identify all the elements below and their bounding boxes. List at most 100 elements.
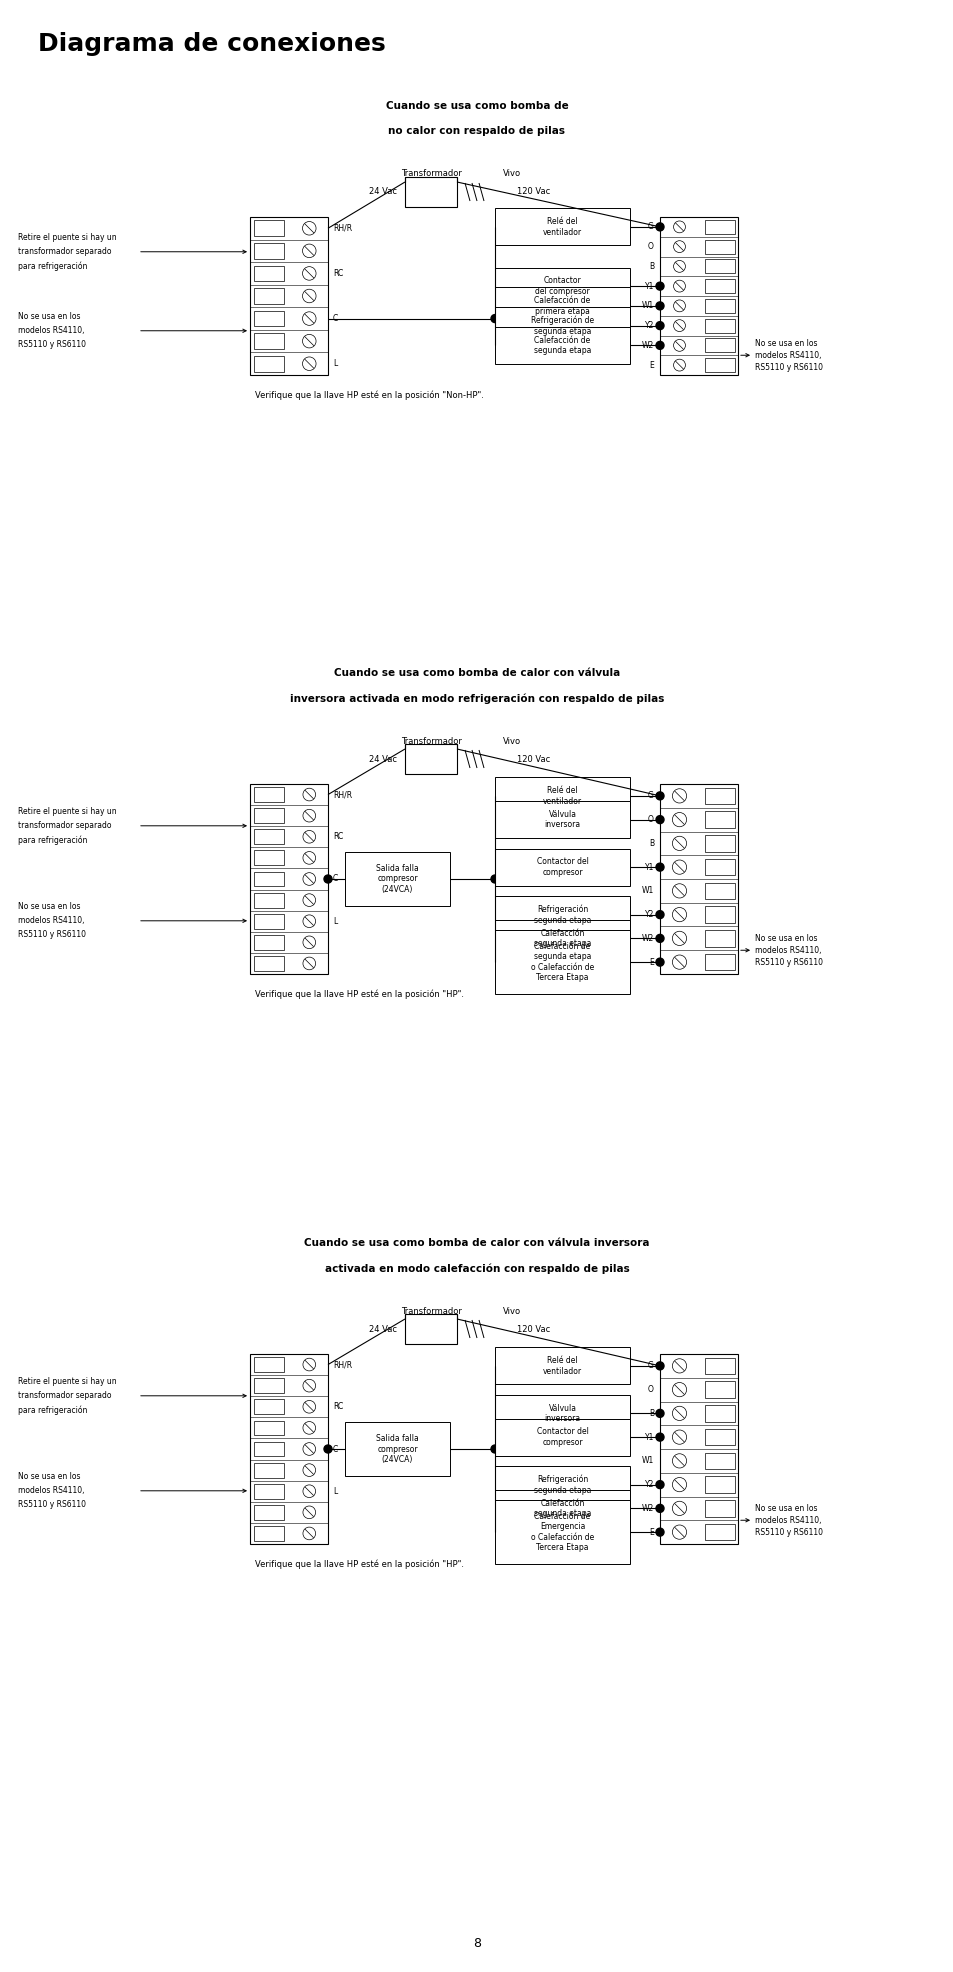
Circle shape — [656, 1434, 663, 1442]
Text: W2: W2 — [641, 341, 654, 349]
Bar — [704, 1357, 734, 1374]
Bar — [253, 355, 283, 371]
Text: Y1: Y1 — [644, 862, 654, 872]
Text: RS5110 y RS6110: RS5110 y RS6110 — [754, 363, 822, 373]
Text: Contactor
del compresor: Contactor del compresor — [535, 276, 589, 296]
Text: 24 Vac: 24 Vac — [369, 1325, 396, 1333]
Text: Y1: Y1 — [644, 282, 654, 290]
Text: RH/R: RH/R — [333, 223, 352, 233]
Text: modelos RS4110,: modelos RS4110, — [754, 1516, 821, 1524]
Circle shape — [656, 282, 663, 290]
Text: Calefacción
segunda etapa: Calefacción segunda etapa — [534, 1499, 591, 1518]
Circle shape — [324, 1445, 332, 1453]
Text: O: O — [647, 814, 654, 824]
Bar — [253, 221, 283, 237]
Circle shape — [656, 793, 663, 801]
Text: Verifique que la llave HP esté en la posición "HP".: Verifique que la llave HP esté en la pos… — [254, 1560, 463, 1570]
Text: Cuando se usa como bomba de calor con válvula: Cuando se usa como bomba de calor con vá… — [334, 669, 619, 678]
Bar — [495, 209, 629, 245]
Circle shape — [491, 1445, 498, 1453]
Bar — [495, 1394, 629, 1432]
Text: modelos RS4110,: modelos RS4110, — [18, 325, 85, 335]
Text: 8: 8 — [473, 1938, 480, 1950]
Bar — [495, 327, 629, 365]
Bar — [250, 1355, 328, 1544]
Text: 24 Vac: 24 Vac — [369, 187, 396, 197]
Bar — [253, 266, 283, 282]
Bar — [253, 333, 283, 349]
Text: Refrigeración de
segunda etapa: Refrigeración de segunda etapa — [531, 316, 594, 335]
Bar — [253, 1505, 283, 1520]
Text: RS5110 y RS6110: RS5110 y RS6110 — [18, 1501, 86, 1509]
Bar — [495, 848, 629, 885]
Text: RS5110 y RS6110: RS5110 y RS6110 — [754, 958, 822, 966]
Bar — [345, 852, 450, 905]
Bar — [253, 1357, 283, 1373]
Bar — [495, 1501, 629, 1564]
Text: Calefacción de
Emergencia
o Calefacción de
Tercera Etapa: Calefacción de Emergencia o Calefacción … — [530, 1513, 594, 1552]
Circle shape — [656, 1363, 663, 1371]
Circle shape — [656, 321, 663, 329]
Bar — [495, 931, 629, 994]
Circle shape — [656, 341, 663, 349]
Circle shape — [491, 316, 498, 323]
Text: Salida falla
compresor
(24VCA): Salida falla compresor (24VCA) — [375, 1434, 418, 1463]
Text: Válvula
inversora: Válvula inversora — [544, 1404, 580, 1424]
Text: 120 Vac: 120 Vac — [517, 755, 550, 763]
Text: W1: W1 — [641, 1457, 654, 1465]
Text: No se usa en los: No se usa en los — [754, 935, 817, 943]
Bar — [704, 260, 734, 274]
Circle shape — [656, 816, 663, 824]
Text: G: G — [647, 223, 654, 231]
Bar — [495, 1465, 629, 1503]
Text: Refrigeración
segunda etapa: Refrigeración segunda etapa — [534, 1475, 591, 1495]
Text: Cuando se usa como bomba de: Cuando se usa como bomba de — [385, 101, 568, 110]
Bar — [704, 907, 734, 923]
Text: RC: RC — [333, 832, 343, 842]
Text: Cuando se usa como bomba de calor con válvula inversora: Cuando se usa como bomba de calor con vá… — [304, 1238, 649, 1248]
Bar — [253, 850, 283, 866]
Bar — [704, 359, 734, 373]
Text: transformador separado: transformador separado — [18, 820, 112, 830]
Text: E: E — [649, 958, 654, 966]
Bar — [659, 785, 738, 974]
Bar — [253, 956, 283, 970]
Text: Válvula
inversora: Válvula inversora — [544, 810, 580, 830]
Text: Transformador: Transformador — [400, 1307, 461, 1315]
Text: Vivo: Vivo — [502, 1307, 520, 1315]
Bar — [495, 1347, 629, 1384]
Text: O: O — [647, 1384, 654, 1394]
Text: Verifique que la llave HP esté en la posición "Non-HP".: Verifique que la llave HP esté en la pos… — [254, 390, 483, 400]
Text: inversora activada en modo refrigeración con respaldo de pilas: inversora activada en modo refrigeración… — [290, 692, 663, 704]
Bar — [250, 785, 328, 974]
Bar — [405, 743, 456, 773]
Text: No se usa en los: No se usa en los — [18, 312, 80, 321]
Text: Retire el puente si hay un: Retire el puente si hay un — [18, 1376, 116, 1386]
Bar — [253, 1378, 283, 1392]
Text: Y2: Y2 — [644, 1481, 654, 1489]
Text: 120 Vac: 120 Vac — [517, 1325, 550, 1333]
Bar — [704, 280, 734, 294]
Text: Relé del
ventilador: Relé del ventilador — [542, 217, 581, 237]
Text: E: E — [649, 1528, 654, 1536]
Text: modelos RS4110,: modelos RS4110, — [18, 1487, 85, 1495]
Circle shape — [656, 864, 663, 872]
Bar — [250, 217, 328, 375]
Bar — [704, 1380, 734, 1398]
Text: Salida falla
compresor
(24VCA): Salida falla compresor (24VCA) — [375, 864, 418, 893]
Text: modelos RS4110,: modelos RS4110, — [18, 917, 85, 925]
Bar — [253, 312, 283, 327]
Text: RS5110 y RS6110: RS5110 y RS6110 — [18, 341, 86, 349]
Text: L: L — [333, 1487, 337, 1495]
Bar — [253, 893, 283, 907]
Bar — [253, 243, 283, 258]
Bar — [704, 1501, 734, 1516]
Text: Y2: Y2 — [644, 321, 654, 329]
Text: Calefacción de
segunda etapa
o Calefacción de
Tercera Etapa: Calefacción de segunda etapa o Calefacci… — [530, 943, 594, 982]
Text: B: B — [648, 838, 654, 848]
Text: Contactor del
compresor: Contactor del compresor — [536, 1428, 588, 1447]
Text: L: L — [333, 359, 337, 369]
Text: Verifique que la llave HP esté en la posición "HP".: Verifique que la llave HP esté en la pos… — [254, 990, 463, 998]
Circle shape — [656, 302, 663, 310]
Text: W1: W1 — [641, 885, 654, 895]
